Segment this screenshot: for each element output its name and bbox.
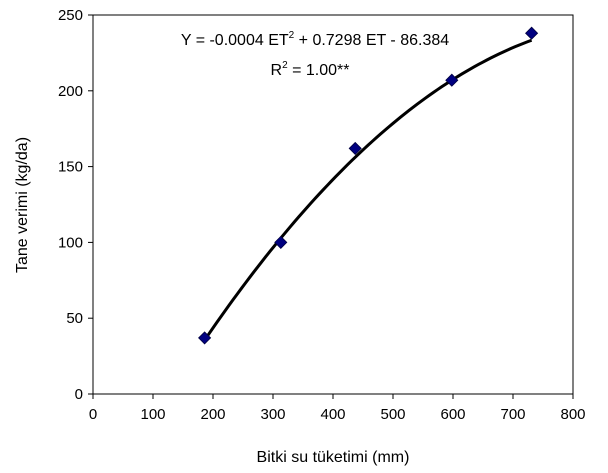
data-point [348,141,362,155]
data-points [198,26,539,345]
y-tick-label: 0 [75,386,83,403]
y-tick-label: 100 [58,234,83,251]
data-point [525,26,539,40]
trendline [203,38,533,341]
equation-annotation: Y = -0.0004 ET2 + 0.7298 ET - 86.384 [181,30,449,49]
y-axis-title: Tane verimi (kg/da) [14,137,31,273]
y-tick-label: 250 [58,7,83,24]
y-tick-label: 50 [66,310,83,327]
r2-annotation: R2 = 1.00** [271,60,350,79]
data-point [198,331,212,345]
x-tick-label: 500 [380,406,405,423]
x-tick-label: 700 [500,406,525,423]
y-tick-label: 150 [58,159,83,176]
x-tick-label: 200 [200,406,225,423]
x-tick-label: 0 [89,406,97,423]
x-tick-label: 300 [260,406,285,423]
x-tick-label: 800 [560,406,585,423]
trendline-group [203,38,533,341]
data-point [274,235,288,249]
y-tick-label: 200 [58,83,83,100]
data-point [445,73,459,87]
x-tick-label: 100 [140,406,165,423]
x-tick-label: 400 [320,406,345,423]
ticks: 0 100 200 300 400 500 600 700 800 0 50 100 150 200 250 [58,7,586,423]
x-axis-title: Bitki su tüketimi (mm) [257,449,410,466]
x-tick-label: 600 [440,406,465,423]
